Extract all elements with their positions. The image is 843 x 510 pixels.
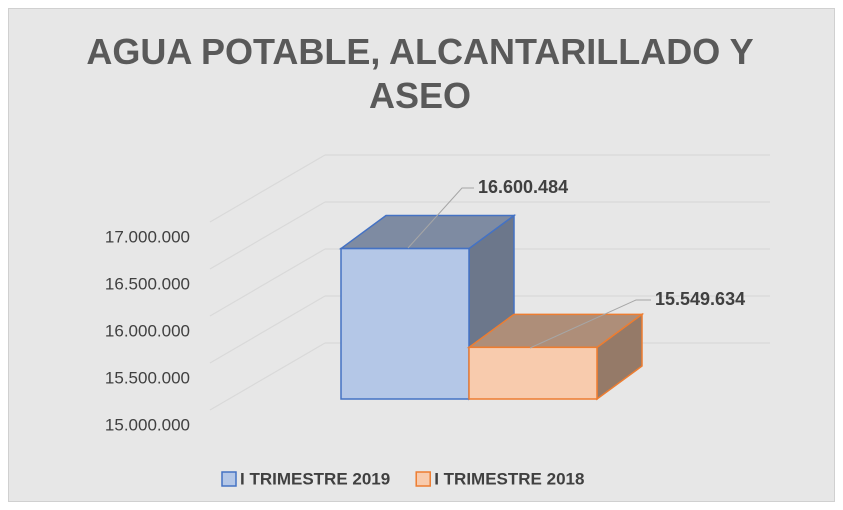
grid-line <box>209 248 326 317</box>
data-label: 16.600.484 <box>478 177 568 197</box>
chart-title: AGUA POTABLE, ALCANTARILLADO Y ASEO <box>86 31 754 116</box>
y-tick-label: 17.000.000 <box>105 227 190 246</box>
grid-line <box>209 295 326 364</box>
y-tick-label: 15.000.000 <box>105 415 190 434</box>
grid-line <box>209 201 326 270</box>
bar <box>468 346 598 400</box>
bar <box>340 247 470 400</box>
leader-line <box>529 299 651 349</box>
data-label: 15.549.634 <box>655 289 745 309</box>
leader-line <box>407 187 474 249</box>
legend-label: I TRIMESTRE 2019 <box>240 469 390 488</box>
legend-swatch <box>415 471 431 487</box>
y-tick-label: 16.500.000 <box>105 274 190 293</box>
y-tick-label: 16.000.000 <box>105 321 190 340</box>
y-tick-label: 15.500.000 <box>105 368 190 387</box>
legend-swatch <box>221 471 237 487</box>
legend-label: I TRIMESTRE 2018 <box>434 469 584 488</box>
grid-line <box>209 342 326 411</box>
grid-line <box>209 154 326 223</box>
